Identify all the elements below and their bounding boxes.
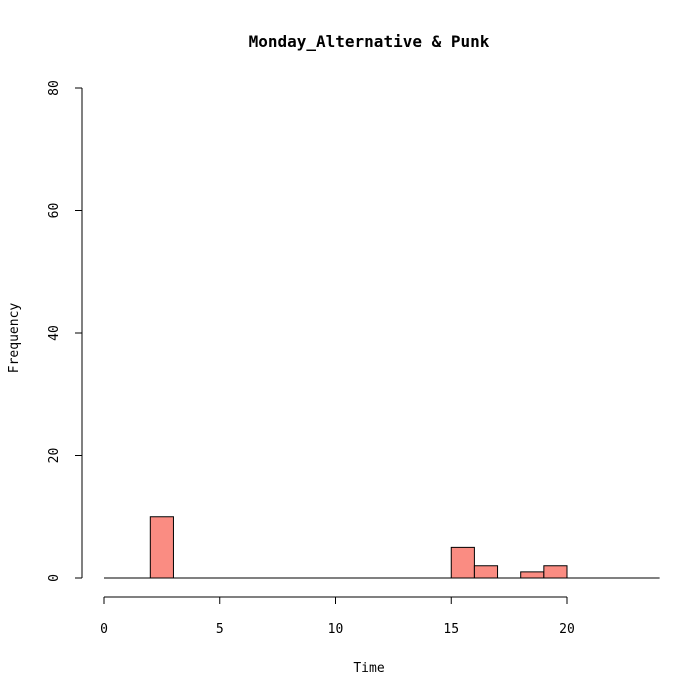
y-tick-label: 80 (47, 80, 62, 96)
x-tick-label: 15 (443, 622, 459, 637)
y-axis-label: Frequency (7, 303, 22, 374)
x-tick-label: 10 (328, 622, 344, 637)
y-tick-label: 60 (47, 203, 62, 219)
x-tick-label: 5 (216, 622, 224, 637)
y-axis: 0 20 40 60 80 (47, 80, 83, 582)
histogram-bar (543, 565, 568, 579)
y-tick-label: 0 (47, 574, 62, 582)
chart-title: Monday_Alternative & Punk (249, 32, 490, 51)
x-axis-label: Time (353, 661, 384, 676)
histogram-bar (149, 516, 174, 579)
y-tick-label: 20 (47, 448, 62, 464)
histogram-bar (473, 565, 499, 579)
histogram-bar (520, 571, 545, 579)
x-tick-label: 20 (559, 622, 575, 637)
histogram-bar (450, 546, 475, 579)
bars-group (149, 516, 568, 579)
y-tick-label: 40 (47, 325, 62, 341)
x-tick-label: 0 (100, 622, 108, 637)
x-axis: 0 5 10 15 20 (100, 596, 575, 637)
